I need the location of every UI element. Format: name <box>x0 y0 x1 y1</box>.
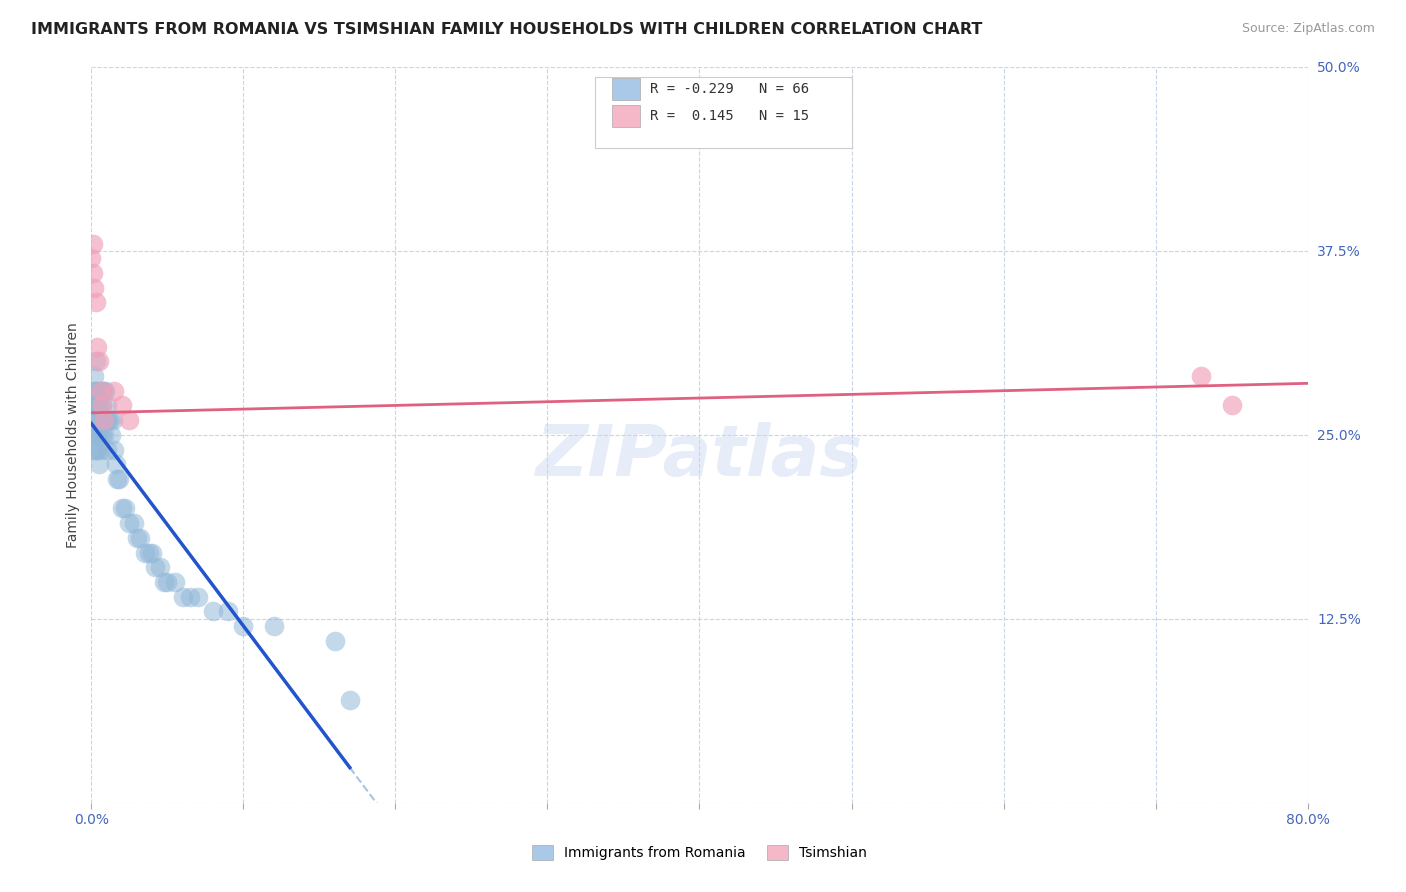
Point <box>114 501 136 516</box>
Point <box>111 398 134 412</box>
Point <box>97 413 120 427</box>
Point <box>118 516 141 530</box>
Point <box>86 442 108 457</box>
Point <box>118 413 141 427</box>
Text: R = -0.229   N = 66: R = -0.229 N = 66 <box>650 82 808 96</box>
Point <box>82 427 104 442</box>
Point <box>86 398 108 412</box>
Point <box>87 427 110 442</box>
Point <box>91 398 114 412</box>
Point <box>339 692 361 706</box>
Point <box>83 442 105 457</box>
Point <box>91 427 114 442</box>
Point <box>1220 398 1243 412</box>
Point <box>103 384 125 398</box>
Point <box>107 472 129 486</box>
Point <box>134 545 156 560</box>
Point <box>217 605 239 619</box>
Point <box>122 516 145 530</box>
Point <box>172 590 194 604</box>
Point <box>83 398 105 412</box>
Point <box>149 560 172 574</box>
Point <box>138 545 160 560</box>
Point <box>83 281 105 295</box>
Point <box>163 575 186 590</box>
Point <box>80 252 103 266</box>
Point <box>98 413 121 427</box>
Point <box>84 442 107 457</box>
Point <box>105 472 128 486</box>
Point <box>263 619 285 633</box>
Text: ZIPatlas: ZIPatlas <box>536 423 863 491</box>
Point <box>103 442 125 457</box>
Point <box>83 413 105 427</box>
Point <box>82 266 104 280</box>
Point <box>129 531 152 545</box>
Point <box>84 427 107 442</box>
Point <box>232 619 254 633</box>
Point <box>87 413 110 427</box>
Point <box>96 398 118 412</box>
Point <box>93 413 115 427</box>
Point <box>323 633 346 648</box>
Point <box>141 545 163 560</box>
Point <box>87 398 110 412</box>
Point <box>94 413 117 427</box>
Point <box>1189 369 1212 384</box>
Point <box>82 384 104 398</box>
Point <box>83 369 105 384</box>
Point <box>202 605 225 619</box>
Point <box>100 427 122 442</box>
Point <box>93 413 115 427</box>
Point <box>80 398 103 412</box>
Point <box>96 413 118 427</box>
Point <box>86 340 108 354</box>
Point <box>89 413 111 427</box>
Point <box>89 384 111 398</box>
Point <box>93 427 115 442</box>
Y-axis label: Family Households with Children: Family Households with Children <box>66 322 80 548</box>
Point <box>156 575 179 590</box>
Point <box>87 354 110 368</box>
Point <box>94 384 117 398</box>
Point <box>91 398 114 412</box>
Point <box>111 501 134 516</box>
Point <box>179 590 201 604</box>
Point <box>86 427 108 442</box>
Text: IMMIGRANTS FROM ROMANIA VS TSIMSHIAN FAMILY HOUSEHOLDS WITH CHILDREN CORRELATION: IMMIGRANTS FROM ROMANIA VS TSIMSHIAN FAM… <box>31 22 983 37</box>
Point <box>84 295 107 310</box>
Point <box>86 384 108 398</box>
Point <box>84 384 107 398</box>
Point <box>125 531 148 545</box>
Text: Source: ZipAtlas.com: Source: ZipAtlas.com <box>1241 22 1375 36</box>
Point <box>87 457 110 471</box>
Point <box>104 457 127 471</box>
Point <box>93 384 115 398</box>
Point <box>82 236 104 251</box>
Point <box>89 384 111 398</box>
Point <box>84 398 107 412</box>
Legend: Immigrants from Romania, Tsimshian: Immigrants from Romania, Tsimshian <box>527 840 872 866</box>
Text: R =  0.145   N = 15: R = 0.145 N = 15 <box>650 109 808 123</box>
Point <box>91 384 114 398</box>
Point <box>143 560 166 574</box>
Point <box>89 442 111 457</box>
Point <box>187 590 209 604</box>
Point <box>82 413 104 427</box>
Point <box>84 354 107 368</box>
Point <box>101 413 124 427</box>
Point <box>96 442 118 457</box>
Point <box>153 575 176 590</box>
